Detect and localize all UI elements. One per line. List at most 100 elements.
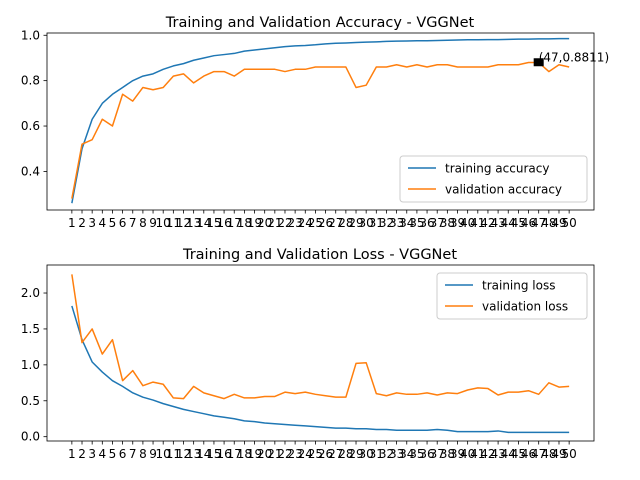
axes-frame (46, 32, 595, 211)
x-tick-label: 17 (227, 447, 242, 461)
x-tick-label: 8 (139, 216, 147, 230)
y-tick-label: 0.8 (21, 74, 40, 88)
x-tick-label: 13 (186, 216, 201, 230)
legend-label-validation-accuracy: validation accuracy (445, 183, 562, 197)
x-tick-label: 28 (338, 216, 353, 230)
x-tick-label: 10 (156, 447, 171, 461)
x-tick-label: 13 (186, 447, 201, 461)
x-tick-label: 19 (247, 216, 262, 230)
accuracy-chart-title: Training and Validation Accuracy - VGGNe… (165, 15, 475, 31)
x-tick-label: 15 (206, 216, 221, 230)
x-tick-label: 14 (196, 447, 211, 461)
x-tick-label: 15 (206, 447, 221, 461)
y-tick-label: 2.0 (21, 286, 40, 300)
x-tick-label: 19 (247, 447, 262, 461)
x-tick-label: 16 (216, 447, 231, 461)
loss-legend-box (436, 272, 588, 320)
loss-legend: training loss validation loss (436, 272, 588, 320)
x-tick-label: 43 (490, 447, 505, 461)
x-tick-label: 24 (298, 447, 313, 461)
x-tick-label: 50 (561, 216, 576, 230)
x-tick-label: 36 (419, 216, 434, 230)
x-tick-label: 3 (88, 216, 96, 230)
x-tick-label: 47 (531, 216, 546, 230)
x-tick-label: 32 (379, 447, 394, 461)
x-tick-label: 22 (277, 447, 292, 461)
series-line-validation-loss (71, 274, 570, 400)
y-tick-label: 1.0 (21, 28, 40, 42)
x-tick-label: 18 (237, 447, 252, 461)
x-tick-label: 1 (68, 447, 76, 461)
x-tick-label: 39 (450, 216, 465, 230)
x-tick-label: 2 (78, 447, 86, 461)
x-tick-label: 4 (98, 447, 106, 461)
x-tick-label: 22 (277, 216, 292, 230)
y-tick-label: 1.0 (21, 358, 40, 372)
annotation-label: (47,0.8811) (539, 50, 609, 64)
x-tick-label: 38 (440, 447, 455, 461)
x-tick-label: 24 (298, 216, 313, 230)
x-tick-label: 32 (379, 216, 394, 230)
x-tick-label: 6 (119, 447, 127, 461)
axes-frame (46, 264, 595, 442)
x-tick-label: 38 (440, 216, 455, 230)
x-tick-label: 30 (359, 216, 374, 230)
x-tick-label: 2 (78, 216, 86, 230)
x-tick-label: 40 (460, 216, 475, 230)
x-tick-label: 50 (561, 447, 576, 461)
x-tick-label: 41 (470, 447, 485, 461)
x-tick-label: 26 (318, 216, 333, 230)
y-tick-label: 0.6 (21, 119, 40, 133)
y-tick-label: 0.5 (21, 394, 40, 408)
x-tick-label: 23 (287, 447, 302, 461)
x-tick-label: 11 (166, 216, 181, 230)
x-tick-label: 5 (109, 447, 117, 461)
x-tick-label: 31 (369, 216, 384, 230)
x-tick-label: 28 (338, 447, 353, 461)
x-tick-label: 11 (166, 447, 181, 461)
x-tick-label: 21 (267, 216, 282, 230)
x-tick-label: 27 (328, 216, 343, 230)
x-tick-label: 33 (389, 216, 404, 230)
x-tick-label: 49 (551, 447, 566, 461)
annotation-marker (533, 58, 544, 67)
x-tick-label: 29 (348, 447, 363, 461)
x-tick-label: 20 (257, 447, 272, 461)
loss-chart-title: Training and Validation Loss - VGGNet (182, 247, 457, 263)
x-tick-label: 25 (308, 447, 323, 461)
x-tick-label: 42 (480, 447, 495, 461)
x-tick-label: 10 (156, 216, 171, 230)
x-tick-label: 3 (88, 447, 96, 461)
x-tick-label: 37 (430, 447, 445, 461)
x-tick-label: 17 (227, 216, 242, 230)
accuracy-legend: training accuracy validation accuracy (399, 155, 588, 203)
x-tick-label: 44 (501, 447, 516, 461)
x-tick-label: 14 (196, 216, 211, 230)
x-tick-label: 25 (308, 216, 323, 230)
x-tick-label: 46 (521, 447, 536, 461)
x-tick-label: 4 (98, 216, 106, 230)
x-tick-label: 40 (460, 447, 475, 461)
accuracy-plot-area: 1 2 3 4 5 6 7 8 91011121314151617181920212223242… (21, 28, 595, 230)
y-tick-label: 0.4 (21, 164, 40, 178)
x-tick-label: 43 (490, 216, 505, 230)
y-tick-label: 0.0 (21, 430, 40, 444)
x-tick-label: 21 (267, 447, 282, 461)
x-tick-label: 1 (68, 216, 76, 230)
x-tick-label: 34 (399, 216, 414, 230)
x-tick-label: 7 (129, 216, 137, 230)
x-tick-label: 48 (541, 447, 556, 461)
x-tick-label: 41 (470, 216, 485, 230)
x-tick-label: 29 (348, 216, 363, 230)
series-line-training-loss (71, 305, 570, 434)
x-tick-label: 30 (359, 447, 374, 461)
x-tick-label: 31 (369, 447, 384, 461)
x-tick-label: 42 (480, 216, 495, 230)
x-tick-label: 33 (389, 447, 404, 461)
x-tick-label: 45 (511, 216, 526, 230)
x-tick-label: 44 (501, 216, 516, 230)
x-tick-label: 47 (531, 447, 546, 461)
